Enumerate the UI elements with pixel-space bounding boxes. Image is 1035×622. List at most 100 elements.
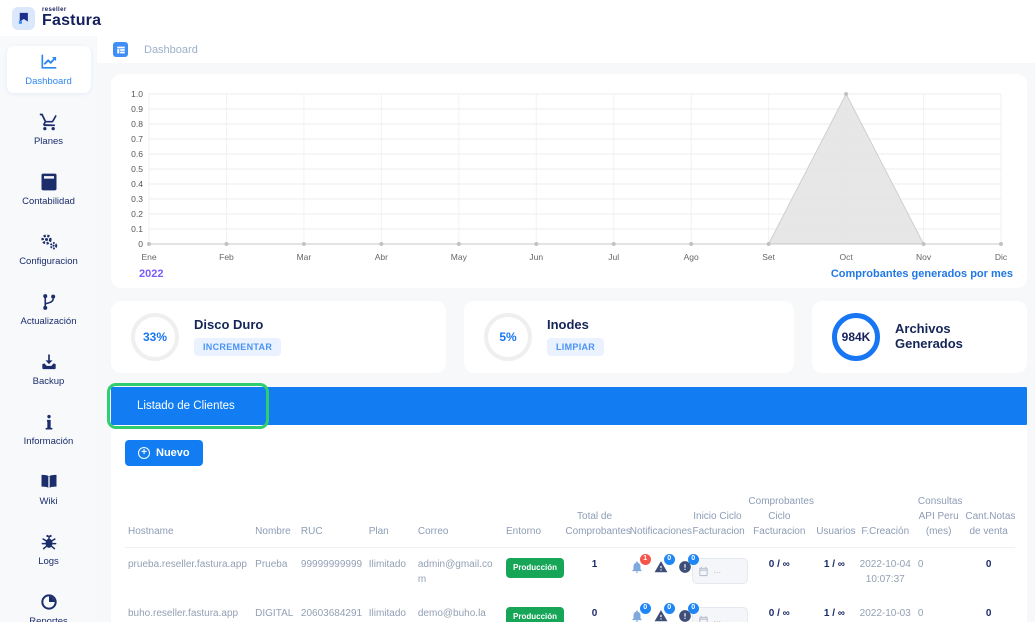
bell-icon[interactable]: 1: [630, 554, 651, 574]
svg-text:Dic: Dic: [995, 252, 1008, 262]
chart-year-label: 2022: [139, 268, 164, 280]
cell-hostname: buho.reseller.fastura.app: [128, 608, 239, 619]
cell-f-creacion: 2022-10-03 14:44:05: [859, 608, 911, 619]
col-usuarios: Usuarios: [813, 490, 856, 548]
col-consultas-api: Consultas API Peru (mes): [914, 490, 962, 548]
alert-circle-icon[interactable]: 0: [678, 603, 699, 622]
svg-text:Oct: Oct: [839, 252, 853, 262]
col-hostname: Hostname: [125, 490, 253, 548]
top-header: reseller Fastura: [0, 0, 1035, 36]
cell-cant-notas: 0: [985, 608, 992, 619]
sidebar-item-backup[interactable]: Backup: [7, 346, 91, 393]
brand-logo-icon: [12, 6, 35, 30]
sidebar-item-label: Información: [23, 436, 74, 447]
sidebar-item-contabilidad[interactable]: Contabilidad: [7, 166, 91, 213]
sidebar-item-label: Logs: [38, 556, 59, 567]
brand-title: Fastura: [42, 12, 102, 29]
col-plan: Plan: [365, 490, 415, 548]
cell-total-comprobantes: 1: [591, 559, 598, 570]
inicio-ciclo-date-input[interactable]: ...: [692, 607, 749, 622]
col-notificaciones: Notificaciones: [626, 490, 692, 548]
stat-card-archivos: 984K Archivos Generados: [812, 301, 1027, 373]
cell-nombre: Prueba: [255, 559, 288, 570]
cell-plan: Ilimitado: [368, 559, 406, 570]
status-badge: Producción: [506, 558, 565, 578]
new-client-button[interactable]: + Nuevo: [125, 440, 203, 466]
sidebar-item-label: Dashboard: [25, 76, 72, 87]
limpiar-button[interactable]: LIMPIAR: [547, 337, 605, 356]
sidebar-item-planes[interactable]: Planes: [7, 106, 91, 153]
clients-section-title: Listado de Clientes: [137, 400, 235, 412]
gears-icon: [9, 231, 89, 253]
bug-icon: [9, 531, 89, 553]
col-ruc: RUC: [297, 490, 366, 548]
cell-correo: demo@buho.la: [417, 608, 486, 619]
disk-usage-ring: 33%: [131, 313, 179, 361]
cell-comprobantes-ciclo: 0 / ∞: [768, 608, 790, 619]
stat-title: Archivos Generados: [895, 321, 963, 351]
alert-circle-icon[interactable]: 0: [678, 554, 699, 574]
svg-text:Feb: Feb: [219, 252, 234, 262]
clients-panel: + Nuevo Hostname Nombre: [111, 425, 1027, 622]
sidebar-item-logs[interactable]: Logs: [7, 526, 91, 573]
book-icon: [9, 471, 89, 493]
menu-table-icon[interactable]: [113, 42, 128, 57]
svg-text:May: May: [451, 252, 468, 262]
sidebar-item-informacion[interactable]: Información: [7, 406, 91, 453]
sidebar-item-label: Contabilidad: [22, 196, 75, 207]
cell-inicio-ciclo: ...: [689, 597, 749, 622]
col-total-comprobantes: Total de Comprobantes: [562, 490, 631, 548]
git-branch-icon: [9, 291, 89, 313]
inicio-ciclo-date-input[interactable]: ...: [692, 558, 749, 584]
cell-f-creacion: 2022-10-04 10:07:37: [859, 559, 911, 585]
svg-text:Ago: Ago: [684, 252, 699, 262]
sidebar: Dashboard Planes Contabilidad Configurac…: [0, 36, 97, 622]
cell-total-comprobantes: 0: [591, 608, 598, 619]
pie-chart-icon: [9, 591, 89, 613]
svg-text:0.2: 0.2: [131, 209, 143, 219]
col-correo: Correo: [414, 490, 504, 548]
svg-text:1.0: 1.0: [131, 89, 143, 99]
files-count-ring: 984K: [832, 313, 880, 361]
incrementar-button[interactable]: INCREMENTAR: [194, 337, 282, 356]
cell-inicio-ciclo: ...: [689, 548, 749, 598]
status-badge: Producción: [506, 607, 565, 622]
sidebar-item-reportes[interactable]: Reportes: [7, 586, 91, 622]
svg-text:Jul: Jul: [608, 252, 619, 262]
bell-icon[interactable]: 0: [630, 603, 651, 622]
sidebar-item-label: Wiki: [39, 496, 58, 507]
col-comprobantes-ciclo: Comprobantes Ciclo Facturacion: [745, 490, 814, 548]
notification-count-badge: 0: [639, 603, 651, 614]
brand-subtitle: reseller: [42, 7, 67, 13]
cell-entorno: Producción: [503, 597, 565, 622]
sidebar-item-label: Planes: [33, 136, 64, 147]
cell-notificaciones: 0 0 0: [627, 597, 699, 622]
svg-text:0.8: 0.8: [131, 119, 143, 129]
svg-text:Jun: Jun: [529, 252, 543, 262]
info-icon: [9, 411, 89, 433]
warning-triangle-icon[interactable]: 0: [654, 603, 675, 622]
brand-logo[interactable]: reseller Fastura: [12, 6, 102, 30]
sidebar-item-actualizacion[interactable]: Actualización: [7, 286, 91, 333]
table-row[interactable]: buho.reseller.fastura.app DIGITAL BUHO S…: [125, 597, 1015, 622]
inodes-usage-ring: 5%: [484, 313, 532, 361]
sidebar-item-wiki[interactable]: Wiki: [7, 466, 91, 513]
cell-correo: admin@gmail.com: [417, 559, 493, 585]
dashboard-content: 1.0 0.9 0.8 0.7 0.6 0.5 0.4 0.3 0.2 0.1 0 Ene Feb Mar…: [97, 63, 1035, 622]
chart-card: 1.0 0.9 0.8 0.7 0.6 0.5 0.4 0.3 0.2 0.1 0 Ene Feb Mar…: [111, 74, 1027, 288]
warning-triangle-icon[interactable]: 0: [654, 554, 675, 574]
sidebar-item-label: Actualización: [20, 316, 77, 327]
svg-text:Ene: Ene: [141, 252, 156, 262]
sidebar-item-configuracion[interactable]: Configuracion: [7, 226, 91, 273]
svg-text:0.5: 0.5: [131, 164, 143, 174]
cell-hostname: prueba.reseller.fastura.app: [128, 559, 247, 570]
clients-section-header[interactable]: Listado de Clientes: [107, 383, 1027, 429]
col-entorno: Entorno: [503, 490, 563, 548]
sidebar-item-dashboard[interactable]: Dashboard: [6, 46, 91, 93]
col-inicio-ciclo: Inicio Ciclo Facturacion: [689, 490, 746, 548]
notification-count-badge: 0: [663, 554, 675, 565]
table-row[interactable]: prueba.reseller.fastura.app Prueba 99999…: [125, 548, 1015, 598]
col-cant-notas: Cant.Notas de venta: [962, 490, 1015, 548]
stat-card-disco-duro: 33% Disco Duro INCREMENTAR: [111, 301, 446, 373]
chart-line-icon: [9, 51, 89, 73]
